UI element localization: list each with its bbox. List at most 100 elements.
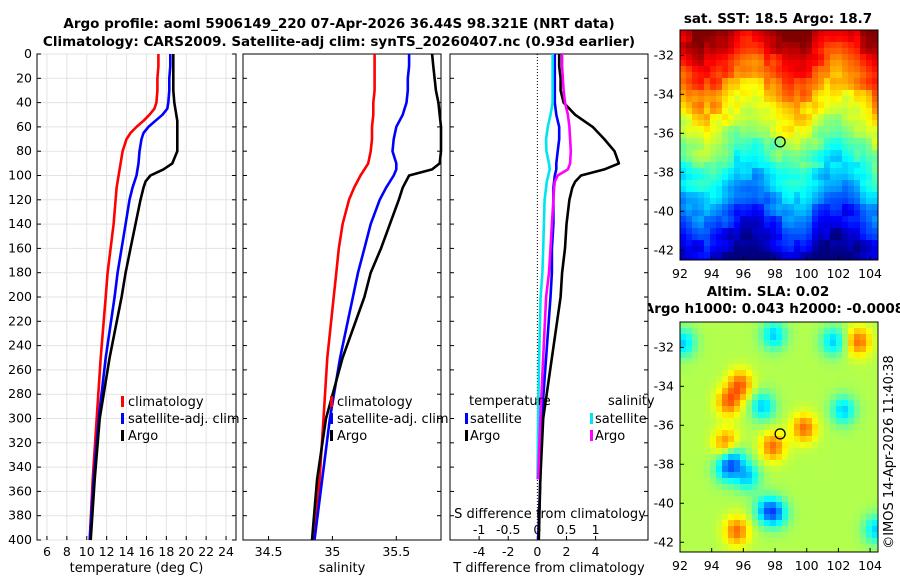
map-cell	[788, 78, 794, 84]
map-cell	[722, 430, 728, 436]
depth-tick-label: 220	[8, 313, 32, 328]
map-cell	[860, 466, 866, 472]
map-cell	[872, 424, 878, 430]
map-cell	[866, 42, 872, 48]
map-cell	[776, 520, 782, 526]
map-cell	[740, 66, 746, 72]
map-cell	[842, 246, 848, 252]
map-lon-label: 100	[795, 558, 819, 573]
map-cell	[764, 550, 770, 552]
map-cell	[776, 496, 782, 502]
map-cell	[770, 126, 776, 132]
map-cell	[722, 150, 728, 156]
map-cell	[746, 322, 752, 328]
map-cell	[824, 48, 830, 54]
map-cell	[782, 102, 788, 108]
map-cell	[854, 508, 860, 514]
map-cell	[746, 210, 752, 216]
map-cell	[830, 96, 836, 102]
map-cell	[692, 448, 698, 454]
map-cell	[686, 448, 692, 454]
map-cell	[794, 48, 800, 54]
map-cell	[746, 246, 752, 252]
map-cell	[734, 48, 740, 54]
map-cell	[680, 418, 686, 424]
map-cell	[686, 216, 692, 222]
map-cell	[680, 54, 686, 60]
map-cell	[752, 478, 758, 484]
map-cell	[734, 340, 740, 346]
map-cell	[842, 126, 848, 132]
map-cell	[836, 132, 842, 138]
map-cell	[854, 436, 860, 442]
map-cell	[776, 544, 782, 550]
map-cell	[842, 352, 848, 358]
map-cell	[788, 102, 794, 108]
map-cell	[698, 418, 704, 424]
map-cell	[836, 334, 842, 340]
map-cell	[860, 430, 866, 436]
map-cell	[704, 96, 710, 102]
map-cell	[830, 240, 836, 246]
map-cell	[734, 204, 740, 210]
map-cell	[704, 156, 710, 162]
map-cell	[680, 538, 686, 544]
map-cell	[692, 352, 698, 358]
map-cell	[704, 358, 710, 364]
map-cell	[800, 156, 806, 162]
map-cell	[842, 240, 848, 246]
map-cell	[872, 550, 878, 552]
map-cell	[698, 222, 704, 228]
map-cell	[800, 382, 806, 388]
map-cell	[704, 252, 710, 258]
map-cell	[830, 472, 836, 478]
map-cell	[860, 454, 866, 460]
map-cell	[692, 526, 698, 532]
map-cell	[824, 454, 830, 460]
map-cell	[806, 174, 812, 180]
map-cell	[680, 90, 686, 96]
map-cell	[710, 102, 716, 108]
map-cell	[848, 550, 854, 552]
map-cell	[746, 90, 752, 96]
map-cell	[806, 346, 812, 352]
map-cell	[776, 322, 782, 328]
map-cell	[686, 66, 692, 72]
map-cell	[842, 394, 848, 400]
map-cell	[758, 258, 764, 260]
map-cell	[854, 376, 860, 382]
map-cell	[836, 454, 842, 460]
map-cell	[794, 484, 800, 490]
map-cell	[824, 234, 830, 240]
map-cell	[758, 180, 764, 186]
map-cell	[758, 78, 764, 84]
map-cell	[854, 174, 860, 180]
map-cell	[746, 340, 752, 346]
map-cell	[800, 252, 806, 258]
map-cell	[866, 502, 872, 508]
map-cell	[860, 72, 866, 78]
map-cell	[680, 132, 686, 138]
map-cell	[746, 228, 752, 234]
map-cell	[722, 442, 728, 448]
map-cell	[728, 496, 734, 502]
map-cell	[800, 90, 806, 96]
map-cell	[824, 84, 830, 90]
map-cell	[842, 78, 848, 84]
map-cell	[710, 358, 716, 364]
map-cell	[710, 544, 716, 550]
map-cell	[692, 102, 698, 108]
map-cell	[860, 168, 866, 174]
map-cell	[848, 192, 854, 198]
map-cell	[704, 114, 710, 120]
map-cell	[836, 36, 842, 42]
map-cell	[710, 394, 716, 400]
map-cell	[866, 66, 872, 72]
map-cell	[698, 120, 704, 126]
map-cell	[836, 84, 842, 90]
series-line-argo	[89, 54, 179, 541]
map-cell	[680, 502, 686, 508]
map-cell	[818, 328, 824, 334]
map-cell	[704, 258, 710, 260]
map-cell	[776, 454, 782, 460]
